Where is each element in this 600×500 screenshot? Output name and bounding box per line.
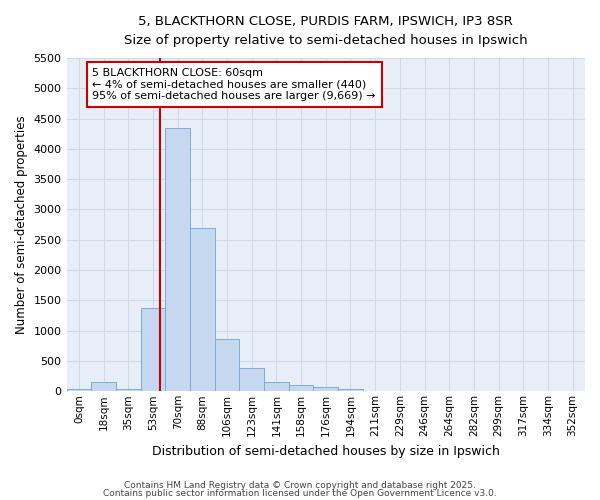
Bar [140, 308, 165, 392]
Bar [239, 368, 264, 392]
Bar [116, 390, 140, 392]
Bar [215, 338, 239, 392]
Bar [165, 128, 190, 392]
Title: 5, BLACKTHORN CLOSE, PURDIS FARM, IPSWICH, IP3 8SR
Size of property relative to : 5, BLACKTHORN CLOSE, PURDIS FARM, IPSWIC… [124, 15, 527, 47]
Bar [91, 382, 116, 392]
Bar [67, 390, 91, 392]
Bar [338, 390, 363, 392]
Text: Contains HM Land Registry data © Crown copyright and database right 2025.: Contains HM Land Registry data © Crown c… [124, 481, 476, 490]
Bar [289, 385, 313, 392]
Y-axis label: Number of semi-detached properties: Number of semi-detached properties [15, 116, 28, 334]
Text: Contains public sector information licensed under the Open Government Licence v3: Contains public sector information licen… [103, 488, 497, 498]
Bar [264, 382, 289, 392]
X-axis label: Distribution of semi-detached houses by size in Ipswich: Distribution of semi-detached houses by … [152, 444, 500, 458]
Text: 5 BLACKTHORN CLOSE: 60sqm
← 4% of semi-detached houses are smaller (440)
95% of : 5 BLACKTHORN CLOSE: 60sqm ← 4% of semi-d… [92, 68, 376, 101]
Bar [190, 228, 215, 392]
Bar [313, 388, 338, 392]
